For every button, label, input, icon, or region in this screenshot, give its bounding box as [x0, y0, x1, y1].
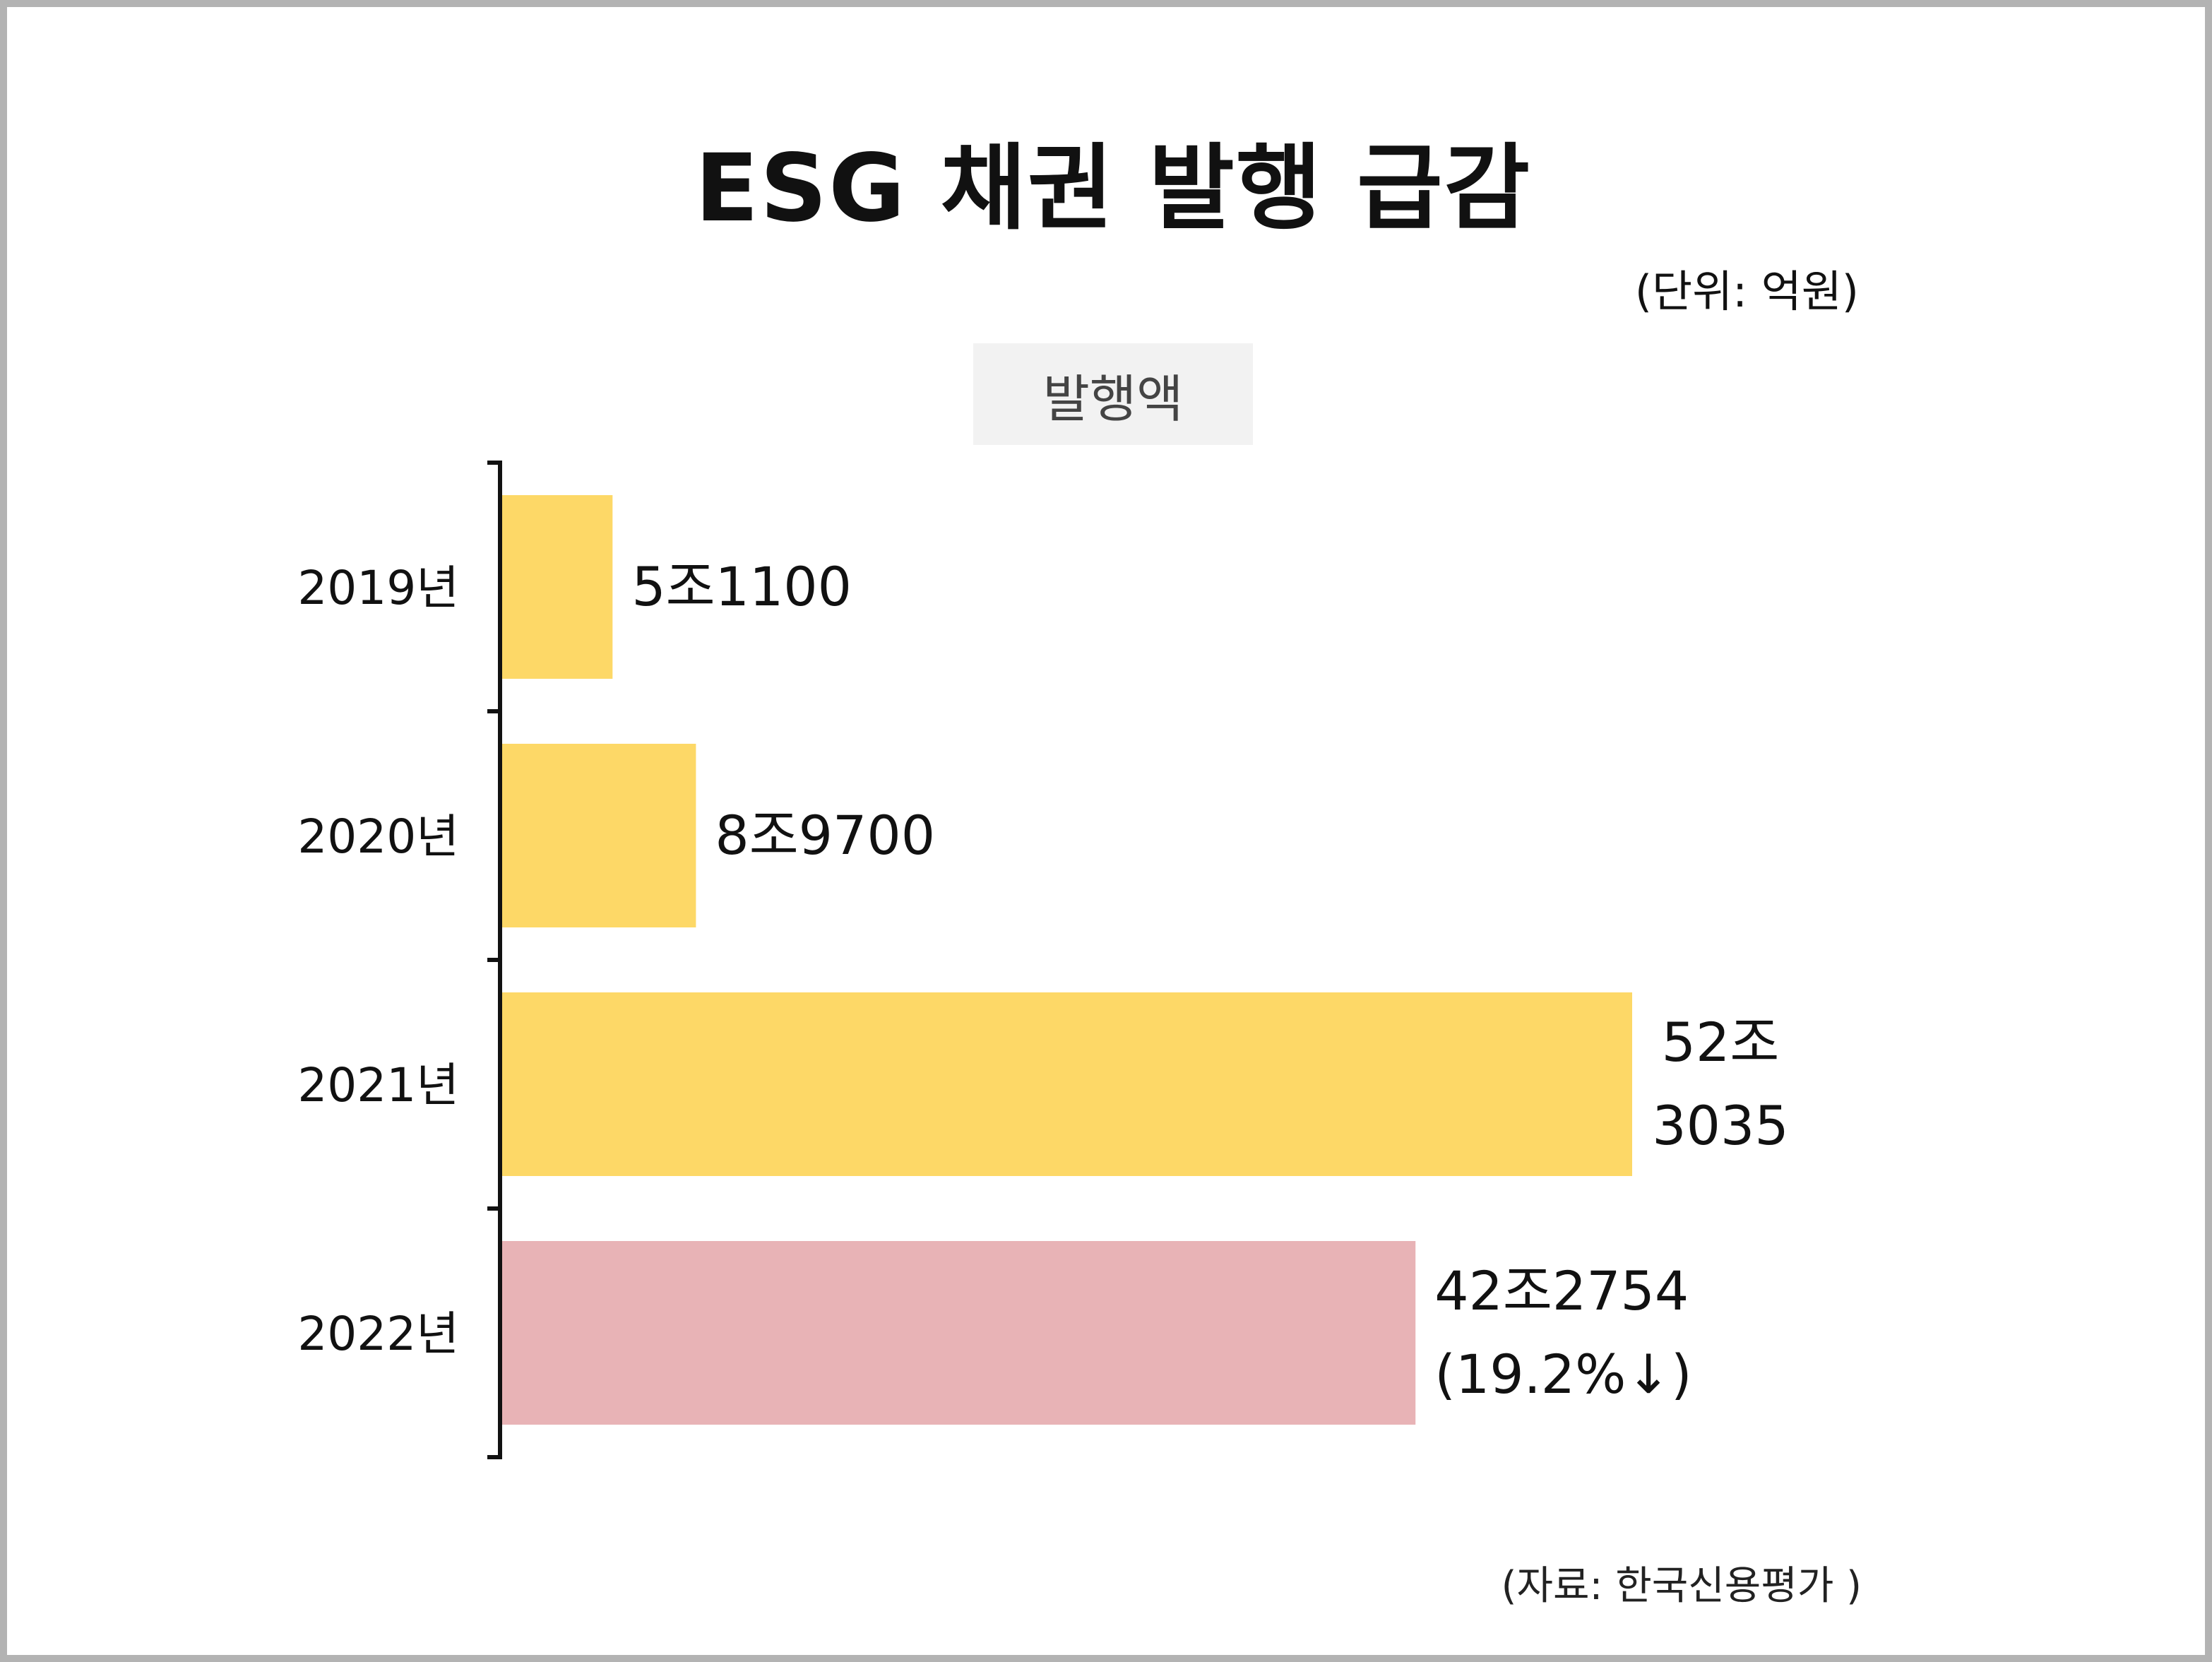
bar [502, 744, 696, 927]
category-label: 2019년 [297, 561, 459, 615]
data-label: 8조9700 [715, 804, 935, 867]
data-label: 42조2754 [1434, 1259, 1689, 1322]
data-label: 52조 [1662, 1011, 1780, 1074]
data-label: (19.2%↓) [1434, 1343, 1691, 1406]
category-label: 2021년 [297, 1058, 459, 1112]
category-label: 2022년 [297, 1307, 459, 1361]
legend-label: 발행액 [1042, 369, 1184, 429]
unit-label: (단위: 억원) [1634, 266, 1859, 317]
bar [502, 495, 613, 679]
bar [502, 1241, 1416, 1425]
source-note: (자료: 한국신용평가 ) [1501, 1563, 1862, 1609]
data-label: 5조1100 [631, 555, 852, 618]
legend: 발행액 [973, 343, 1253, 445]
bar [502, 992, 1632, 1176]
chart-title: ESG 채권 발행 급감 [694, 134, 1532, 243]
data-label: 3035 [1652, 1094, 1788, 1157]
category-label: 2020년 [297, 809, 459, 864]
